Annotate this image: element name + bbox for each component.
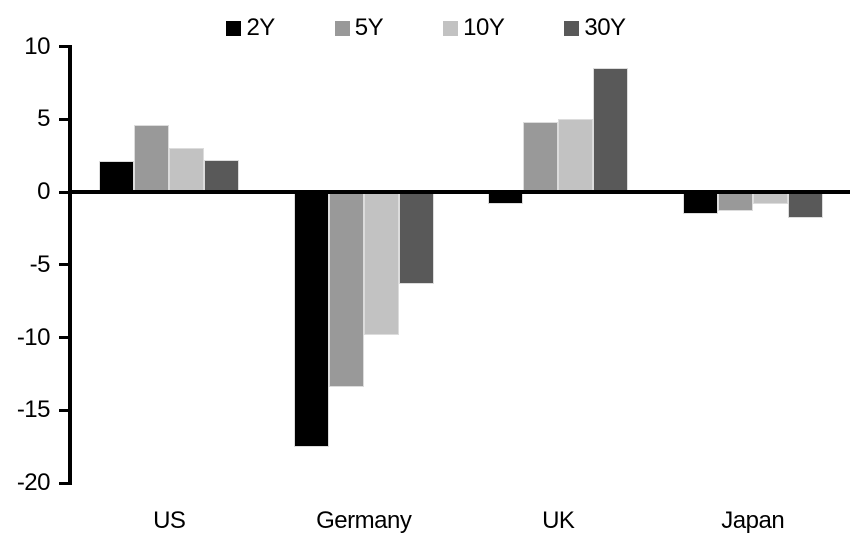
y-tick-mark--20 xyxy=(59,482,72,485)
y-tick-label--10: -10 xyxy=(16,324,51,351)
x-category-label-germany: Germany xyxy=(316,507,412,534)
legend-item-30y: 30Y xyxy=(564,14,626,41)
bar-japan-2y xyxy=(682,192,718,214)
bar-uk-30y xyxy=(593,68,629,192)
legend-swatch-30y xyxy=(564,20,580,36)
legend-label-10y: 10Y xyxy=(463,14,505,41)
legend-swatch-5y xyxy=(334,20,350,36)
y-tick-label-10: 10 xyxy=(24,33,50,60)
bar-germany-30y xyxy=(398,192,434,284)
legend-label-5y: 5Y xyxy=(354,14,384,41)
y-tick-mark--5 xyxy=(59,263,72,266)
bar-us-30y xyxy=(204,160,240,192)
y-tick-label--15: -15 xyxy=(16,396,51,423)
legend-label-2y: 2Y xyxy=(246,14,275,41)
legend-item-2y: 2Y xyxy=(226,14,275,41)
legend-label-30y: 30Y xyxy=(584,14,626,41)
bar-us-10y xyxy=(169,148,205,192)
legend-swatch-10y xyxy=(443,20,459,36)
y-tick-mark-0 xyxy=(59,191,72,194)
y-tick-label--5: -5 xyxy=(29,251,51,278)
chart-legend: 2Y 5Y 10Y 30Y xyxy=(0,16,852,40)
x-category-label-japan: Japan xyxy=(721,507,785,534)
y-tick-mark--15 xyxy=(59,409,72,412)
y-tick-label--20: -20 xyxy=(16,469,51,496)
y-tick-mark-10 xyxy=(59,45,72,48)
y-tick-label-0: 0 xyxy=(37,178,50,205)
y-tick-mark--10 xyxy=(59,336,72,339)
x-category-label-us: US xyxy=(153,507,186,534)
bar-japan-30y xyxy=(787,192,823,219)
legend-swatch-2y xyxy=(226,20,242,36)
bar-uk-10y xyxy=(558,119,594,193)
bar-us-2y xyxy=(99,161,135,192)
bar-japan-5y xyxy=(717,192,753,211)
bar-germany-5y xyxy=(328,192,364,387)
bar-germany-10y xyxy=(363,192,399,335)
legend-item-5y: 5Y xyxy=(334,14,384,41)
x-category-label-uk: UK xyxy=(542,507,575,534)
zero-baseline xyxy=(68,190,850,194)
y-tick-mark-5 xyxy=(59,118,72,121)
bar-us-5y xyxy=(134,125,170,192)
y-tick-label-5: 5 xyxy=(37,105,50,132)
bar-uk-5y xyxy=(523,122,559,192)
bar-germany-2y xyxy=(293,192,329,447)
legend-item-10y: 10Y xyxy=(443,14,505,41)
